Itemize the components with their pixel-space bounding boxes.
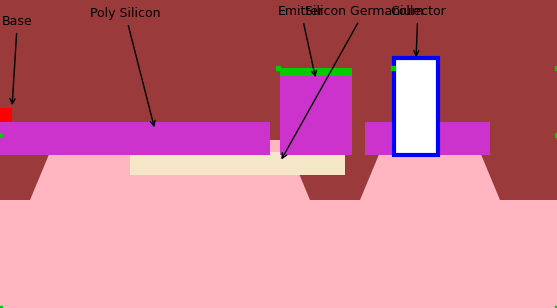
Text: Silicon Germanium: Silicon Germanium [282, 5, 424, 158]
Text: Base: Base [2, 15, 33, 104]
Bar [130, 152, 345, 175]
Bar [280, 75, 352, 155]
Bar [365, 122, 490, 155]
Text: Emitter: Emitter [278, 5, 324, 76]
Text: Collector: Collector [390, 5, 446, 56]
Bar [394, 58, 438, 155]
Bar [0, 122, 270, 155]
Bar [0, 108, 12, 122]
Text: Poly Silicon: Poly Silicon [90, 7, 160, 126]
Bar [280, 68, 352, 76]
Polygon shape [0, 140, 557, 308]
